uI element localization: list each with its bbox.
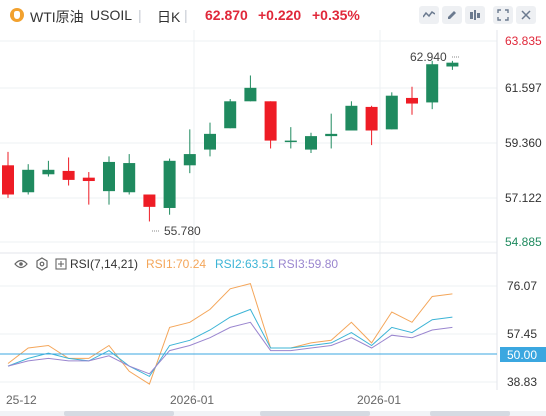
price-tick-label: 57.122 bbox=[505, 191, 542, 205]
candle-body bbox=[446, 62, 459, 67]
add-indicator-icon[interactable] bbox=[55, 258, 67, 270]
symbol-name[interactable]: WTI原油 bbox=[30, 9, 84, 25]
candle-body bbox=[103, 161, 115, 192]
interval-select[interactable]: 日K bbox=[157, 9, 181, 25]
toolbar-separator: | bbox=[138, 7, 142, 23]
candle bbox=[62, 157, 75, 186]
candle bbox=[123, 154, 136, 195]
candle-body bbox=[244, 87, 257, 102]
candle bbox=[345, 101, 358, 131]
candle bbox=[183, 129, 196, 174]
candle bbox=[365, 105, 378, 146]
candle bbox=[82, 172, 95, 205]
candle-body bbox=[62, 170, 75, 180]
time-tick-label: 2026-01 bbox=[357, 393, 401, 407]
rsi-series bbox=[7, 282, 453, 385]
candle-body bbox=[163, 160, 176, 208]
chart-type-icon[interactable] bbox=[419, 6, 439, 24]
candle-body bbox=[183, 154, 196, 166]
pencil-icon[interactable] bbox=[442, 6, 462, 24]
candle-body bbox=[385, 95, 398, 130]
candle bbox=[103, 156, 115, 205]
price-gridlines bbox=[0, 30, 498, 390]
candle bbox=[325, 113, 338, 149]
candle-body bbox=[406, 97, 418, 104]
oil-drop-icon bbox=[10, 8, 24, 22]
last-price: 62.870 bbox=[205, 7, 248, 23]
rsi-line-rsi1 bbox=[7, 282, 453, 385]
price-tick-label: 63.835 bbox=[505, 34, 542, 48]
candle-body bbox=[123, 163, 136, 193]
price-tick-label: 59.360 bbox=[505, 136, 542, 150]
rsi-label[interactable]: RSI(7,14,21) bbox=[70, 257, 138, 271]
candle-body bbox=[82, 177, 95, 182]
candle-body bbox=[204, 133, 216, 150]
candle-body bbox=[365, 106, 378, 131]
close-icon[interactable] bbox=[516, 6, 536, 24]
fullscreen-icon[interactable] bbox=[493, 6, 513, 24]
candle bbox=[22, 164, 35, 195]
eye-icon[interactable] bbox=[14, 259, 28, 269]
rsi-line-rsi2 bbox=[7, 308, 453, 378]
symbol-code[interactable]: USOIL bbox=[90, 7, 133, 23]
candle bbox=[446, 60, 459, 70]
candle-body bbox=[284, 140, 297, 143]
rsi1-value: RSI1:70.24 bbox=[146, 257, 206, 271]
settings-icon[interactable] bbox=[36, 257, 48, 271]
candle bbox=[284, 127, 297, 149]
candle bbox=[42, 160, 55, 177]
candle bbox=[224, 99, 237, 129]
candle bbox=[143, 194, 156, 222]
compare-icon[interactable] bbox=[465, 6, 485, 24]
candle bbox=[305, 132, 317, 153]
time-axis: 25-12 2026-01 2026-01 bbox=[6, 393, 401, 407]
price-change-pct: +0.35% bbox=[312, 7, 360, 23]
candle bbox=[426, 60, 439, 110]
time-tick-label: 2026-01 bbox=[170, 393, 214, 407]
candle bbox=[385, 92, 398, 130]
candle bbox=[244, 75, 257, 102]
rsi-tick-label: 57.45 bbox=[507, 327, 537, 341]
candle bbox=[2, 151, 14, 198]
candle-body bbox=[305, 136, 317, 150]
candle-body bbox=[143, 194, 156, 207]
rsi2-value: RSI2:63.51 bbox=[215, 257, 275, 271]
candle-body bbox=[325, 133, 338, 137]
price-tick-label: 61.597 bbox=[505, 81, 542, 95]
price-axis: 63.835 61.597 59.360 57.122 54.885 bbox=[505, 34, 542, 249]
rsi-tick-label: 76.07 bbox=[507, 279, 537, 293]
price-tick-label: 54.885 bbox=[505, 235, 542, 249]
candle bbox=[204, 122, 216, 157]
candle-body bbox=[264, 101, 277, 141]
toolbar-separator-2: | bbox=[184, 7, 188, 23]
time-tick-label: 25-12 bbox=[6, 393, 37, 407]
candle-body bbox=[345, 105, 358, 131]
rsi-tick-label: 50.00 bbox=[507, 348, 537, 362]
chart-toolbar: WTI原油 USOIL | 日K | 62.870 +0.220 +0.35% bbox=[0, 0, 546, 30]
scrollbar[interactable] bbox=[0, 411, 546, 416]
rsi-tick-label: 38.83 bbox=[507, 375, 537, 389]
rsi-50-badge bbox=[500, 347, 546, 362]
low-annotation: 55.780 bbox=[152, 224, 201, 238]
high-annotation: 62.940 bbox=[410, 50, 459, 64]
low-label: 55.780 bbox=[164, 224, 201, 238]
candle-body bbox=[22, 169, 35, 193]
candle bbox=[163, 158, 176, 215]
candle-body bbox=[224, 101, 237, 129]
rsi-line-rsi3 bbox=[7, 321, 453, 375]
candlestick-series bbox=[2, 60, 459, 222]
rsi-axis: 76.07 57.45 50.00 38.83 bbox=[500, 279, 546, 389]
candle bbox=[406, 86, 418, 115]
candle-body bbox=[426, 64, 439, 103]
candle-body bbox=[42, 169, 55, 175]
rsi3-value: RSI3:59.80 bbox=[278, 257, 338, 271]
rsi-legend: RSI(7,14,21) RSI1:70.24 RSI2:63.51 RSI3:… bbox=[14, 257, 338, 271]
high-label: 62.940 bbox=[410, 50, 447, 64]
price-change: +0.220 bbox=[258, 7, 302, 23]
candle-body bbox=[2, 165, 14, 195]
candle bbox=[264, 101, 277, 149]
